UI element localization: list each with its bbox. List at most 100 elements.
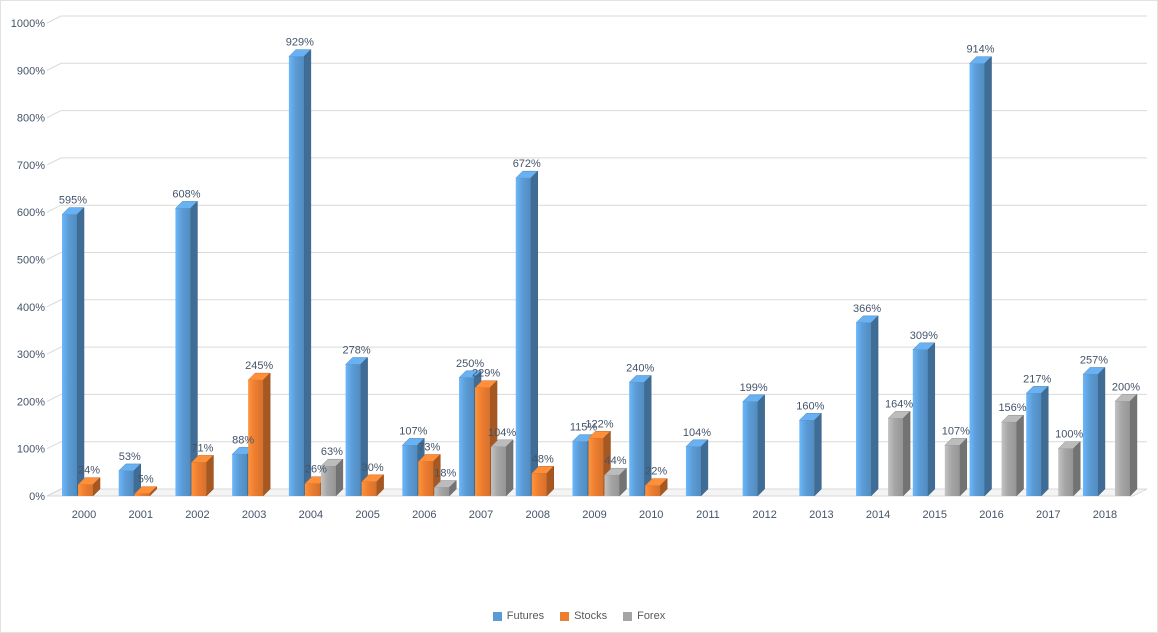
bar-side-face xyxy=(206,454,214,497)
bar-front-face xyxy=(685,446,701,496)
gridline-0 xyxy=(46,488,1147,497)
x-axis-label-2010: 2010 xyxy=(639,509,663,521)
bar-side-face xyxy=(1016,414,1024,497)
x-axis-label-2003: 2003 xyxy=(242,509,266,521)
bar-forex-2006[interactable] xyxy=(433,479,457,497)
bar-forex-2018[interactable] xyxy=(1114,393,1138,497)
bar-side-face xyxy=(76,206,85,497)
x-axis-label-2008: 2008 xyxy=(526,509,550,521)
y-axis-tick-300: 300% xyxy=(17,349,45,361)
data-label-futures-2000: 595% xyxy=(59,195,87,207)
y-axis-tick-200: 200% xyxy=(17,396,45,408)
bar-side-face xyxy=(700,439,709,497)
bar-stocks-2008[interactable] xyxy=(531,465,555,497)
bar-futures-2018[interactable] xyxy=(1082,366,1106,497)
bar-front-face xyxy=(742,401,758,496)
bar-front-face xyxy=(418,461,434,496)
data-label-stocks-2008: 48% xyxy=(532,453,554,465)
data-label-futures-2007: 250% xyxy=(456,358,484,370)
gridline-900 xyxy=(46,62,1147,71)
bar-forex-2016[interactable] xyxy=(1000,414,1025,497)
data-label-futures-2005: 278% xyxy=(343,345,371,357)
bar-futures-2008[interactable] xyxy=(515,170,539,497)
bar-front-face xyxy=(361,481,377,496)
bar-side-face xyxy=(984,56,992,497)
bar-side-face xyxy=(262,372,271,497)
bar-stocks-2007[interactable] xyxy=(474,380,498,497)
bar-futures-2015[interactable] xyxy=(912,342,936,497)
data-label-stocks-2006: 73% xyxy=(418,441,440,453)
bar-side-face xyxy=(927,342,936,497)
gridline-200 xyxy=(46,393,1147,402)
bar-stocks-2005[interactable] xyxy=(360,474,385,497)
data-label-forex-2018: 200% xyxy=(1112,381,1140,393)
bar-front-face xyxy=(588,438,604,496)
bar-futures-2005[interactable] xyxy=(344,356,369,497)
bar-front-face xyxy=(856,322,872,496)
bar-front-face xyxy=(604,475,620,496)
legend-swatch-forex xyxy=(623,611,633,621)
series-futures xyxy=(61,48,1106,497)
bar-futures-2014[interactable] xyxy=(855,315,879,497)
x-axis-label-2014: 2014 xyxy=(866,509,890,521)
data-label-stocks-2002: 71% xyxy=(191,442,213,454)
bar-stocks-2006[interactable] xyxy=(417,453,441,497)
bar-front-face xyxy=(969,63,985,496)
bar-front-face xyxy=(799,420,815,496)
bar-futures-2012[interactable] xyxy=(742,394,766,497)
bar-forex-2007[interactable] xyxy=(490,439,514,497)
bar-front-face xyxy=(475,387,491,496)
gridline-100 xyxy=(46,441,1147,450)
bar-futures-2000[interactable] xyxy=(61,206,85,497)
bar-front-face xyxy=(491,446,507,496)
bar-forex-2017[interactable] xyxy=(1057,441,1081,497)
data-label-futures-2006: 107% xyxy=(399,425,427,437)
bar-stocks-2003[interactable] xyxy=(247,372,271,497)
bar-forex-2004[interactable] xyxy=(320,458,344,497)
legend-item-futures[interactable]: Futures xyxy=(492,610,544,622)
x-axis-label-2001: 2001 xyxy=(128,509,152,521)
bar-front-face xyxy=(1082,374,1098,496)
bar-futures-2016[interactable] xyxy=(968,56,993,497)
bar-side-face xyxy=(870,315,879,497)
bar-futures-2013[interactable] xyxy=(798,412,822,497)
bar-futures-2002[interactable] xyxy=(174,200,199,497)
bar-futures-2017[interactable] xyxy=(1025,385,1049,497)
legend-item-stocks[interactable]: Stocks xyxy=(560,610,607,622)
data-label-futures-2017: 217% xyxy=(1023,373,1051,385)
bar-stocks-2001[interactable] xyxy=(134,486,158,497)
x-axis-label-2011: 2011 xyxy=(696,509,720,521)
bar-stocks-2010[interactable] xyxy=(644,477,668,497)
y-axis-tick-0: 0% xyxy=(29,491,45,503)
data-label-futures-2016: 914% xyxy=(966,44,994,56)
bar-stocks-2002[interactable] xyxy=(190,454,215,497)
y-axis-tick-100: 100% xyxy=(17,444,45,456)
x-axis-label-2013: 2013 xyxy=(809,509,833,521)
bar-stocks-2000[interactable] xyxy=(77,477,101,497)
bar-forex-2015[interactable] xyxy=(944,437,968,497)
bar-side-face xyxy=(303,48,312,497)
bar-front-face xyxy=(1114,401,1130,496)
data-label-futures-2011: 104% xyxy=(683,427,711,439)
chart-legend: Futures Stocks Forex xyxy=(1,605,1157,627)
bar-front-face xyxy=(434,487,450,496)
x-axis-label-2005: 2005 xyxy=(355,509,379,521)
bar-front-face xyxy=(1058,448,1074,496)
bar-futures-2010[interactable] xyxy=(628,374,652,497)
legend-label-forex: Forex xyxy=(637,610,666,622)
legend-swatch-futures xyxy=(492,611,502,621)
series-forex xyxy=(320,393,1138,497)
data-label-futures-2012: 199% xyxy=(740,382,768,394)
x-axis-label-2016: 2016 xyxy=(979,509,1003,521)
bar-front-face xyxy=(402,445,418,496)
bar-forex-2009[interactable] xyxy=(603,467,628,497)
data-label-futures-2018: 257% xyxy=(1080,354,1108,366)
data-label-stocks-2007: 229% xyxy=(472,368,500,380)
bar-forex-2014[interactable] xyxy=(887,410,911,497)
x-axis-label-2009: 2009 xyxy=(582,509,606,521)
bar-futures-2004[interactable] xyxy=(288,48,312,497)
data-label-forex-2004: 63% xyxy=(321,446,343,458)
legend-item-forex[interactable]: Forex xyxy=(623,610,665,622)
bar-futures-2011[interactable] xyxy=(685,439,709,497)
